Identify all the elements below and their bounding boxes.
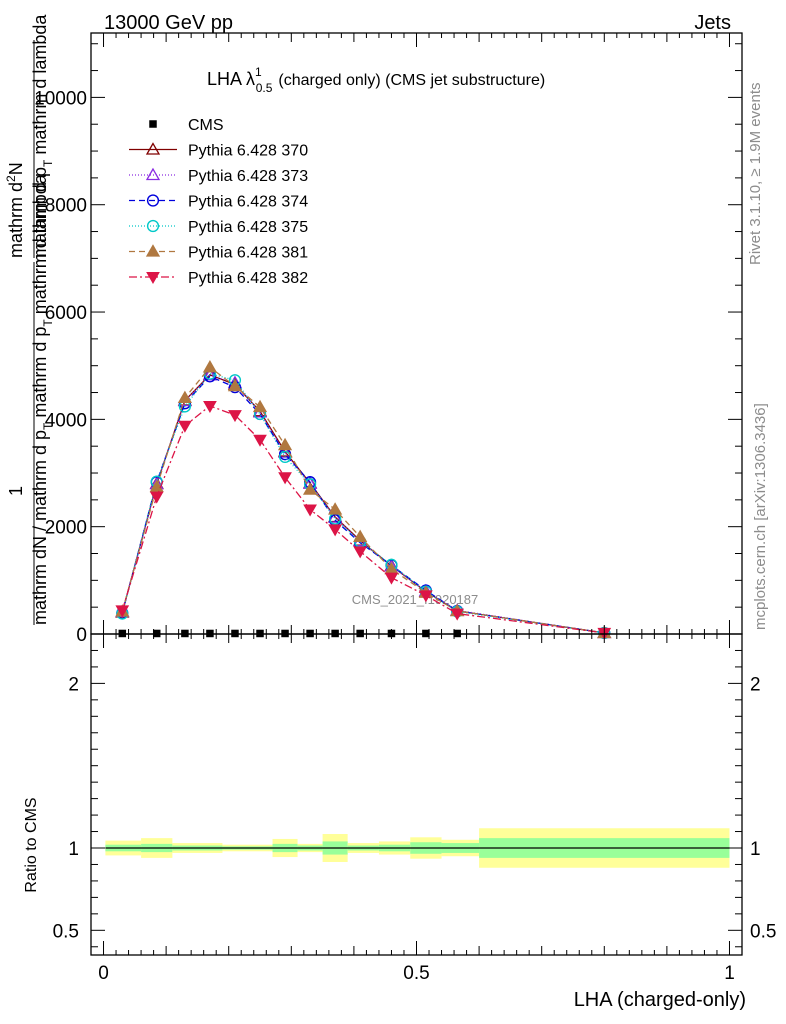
ylabel-md2n: mathrm d <box>6 182 26 258</box>
y-axis-title-numerator: mathrm d2N <box>4 162 26 258</box>
y-axis-title-one: 1 <box>6 486 26 496</box>
analysis-watermark: CMS_2021_I1920187 <box>352 592 479 607</box>
chart-title-rest: (charged only) (CMS jet substructure) <box>278 72 545 89</box>
ratio-bands <box>105 828 730 868</box>
axes: 0 2000 4000 6000 8000 10000 0 0.5 1 0.5 0.5 1 1 2 2 <box>34 32 776 984</box>
main-ytick-label-5: 10000 <box>34 88 87 109</box>
series-6-point-0 <box>115 605 130 618</box>
ylabel-sub-t3: T <box>41 319 55 327</box>
series-6-point-3 <box>203 400 217 413</box>
series-5-point-7 <box>302 482 318 495</box>
chart-title-sup: 1 <box>255 65 262 79</box>
ratio-y-axis-title: Ratio to CMS <box>23 797 40 892</box>
ratio-ytick-label-right-1: 1 <box>750 839 761 860</box>
ratio-ytick-label-left-0: 0.5 <box>53 921 79 942</box>
ylabel-n: N <box>6 162 26 175</box>
series-5-point-1 <box>149 479 164 493</box>
legend-label-0: CMS <box>188 117 224 134</box>
header-energy: 13000 GeV pp <box>104 12 233 34</box>
legend-marker-3 <box>146 194 160 207</box>
series-line-6 <box>121 405 605 634</box>
x-axis-title: LHA (charged-only) <box>574 989 746 1011</box>
ylabel-sup-2: 2 <box>4 175 18 182</box>
legend-label-5: Pythia 6.428 381 <box>188 245 308 262</box>
legend-marker-2 <box>145 167 161 181</box>
xtick-label-0: 0 <box>98 963 109 984</box>
series-5-point-4 <box>227 378 243 392</box>
y-axis-title: mathrm d2N mathrm d pT mathrm d lambda 1… <box>4 14 55 625</box>
chart-title: LHA λ1 0.5 (charged only) (CMS jet substru… <box>207 65 545 95</box>
series-5-point-6 <box>277 437 293 451</box>
legend: CMS Pythia 6.428 370 Pythia 6.428 373 Pythi… <box>129 117 308 287</box>
series-5-point-8 <box>328 502 343 515</box>
series-5-point-9 <box>353 529 368 543</box>
main-ytick-label-4: 8000 <box>45 196 87 217</box>
series-6-point-10 <box>384 572 399 585</box>
series-6-point-6 <box>278 472 292 485</box>
legend-label-3: Pythia 6.428 374 <box>188 194 308 211</box>
main-ytick-label-2: 4000 <box>45 410 87 431</box>
series-4-point-6 <box>278 450 292 464</box>
ratio-frame <box>90 633 743 956</box>
ylabel-mdpt2: mathrm d p <box>30 327 50 423</box>
legend-marker-5 <box>145 244 161 257</box>
rivet-label: Rivet 3.1.10, ≥ 1.9M events <box>747 83 764 266</box>
legend-marker-4 <box>146 219 160 233</box>
series-6-point-1 <box>149 491 164 504</box>
ylabel-sub-t1: T <box>41 159 55 167</box>
y-axis-title-denominator: mathrm d pT mathrm d lambda <box>30 14 55 258</box>
series-6-point-7 <box>303 504 317 517</box>
series-line-5 <box>121 366 605 634</box>
series-6-point-9 <box>353 546 368 559</box>
series-6-point-8 <box>328 524 342 537</box>
xtick-label-1: 0.5 <box>403 963 429 984</box>
legend-label-1: Pythia 6.428 370 <box>188 143 308 160</box>
ylabel-sub-t2: T <box>41 422 55 430</box>
series-6-point-11 <box>419 590 433 603</box>
y-axis-title-lower: mathrm dN / mathrm d pT mathrm d pT math… <box>30 173 55 625</box>
legend-label-4: Pythia 6.428 375 <box>188 219 308 236</box>
ylabel-mdpt: mathrm d p <box>30 167 50 258</box>
series-6-point-12 <box>450 608 465 621</box>
series-5-point-3 <box>202 359 218 373</box>
main-ytick-label-1: 2000 <box>45 518 87 539</box>
ylabel-mdlambda: mathrm d lambda <box>30 14 50 160</box>
header-category: Jets <box>694 12 731 34</box>
series-5-point-2 <box>177 390 193 404</box>
xtick-label-2: 1 <box>724 963 735 984</box>
ratio-ytick-label-right-2: 2 <box>750 674 761 695</box>
ratio-ytick-label-right-0: 0.5 <box>750 921 776 942</box>
main-ytick-label-0: 0 <box>76 625 87 646</box>
main-series <box>115 359 612 640</box>
series-6-point-5 <box>253 434 267 447</box>
legend-marker-0 <box>149 120 157 128</box>
legend-label-2: Pythia 6.428 373 <box>188 168 308 185</box>
legend-label-6: Pythia 6.428 382 <box>188 270 308 287</box>
ratio-ytick-label-left-2: 2 <box>68 674 79 695</box>
legend-marker-6 <box>146 272 160 285</box>
main-ytick-label-3: 6000 <box>45 303 87 324</box>
mcplots-label: mcplots.cern.ch [arXiv:1306.3436] <box>752 403 769 630</box>
chart-title-main: LHA λ <box>207 69 255 89</box>
ylabel-dn: mathrm dN / mathrm d p <box>30 430 50 625</box>
legend-marker-1 <box>145 142 161 155</box>
series-line-4 <box>121 372 605 634</box>
series-6-point-4 <box>228 410 242 423</box>
ylabel-mdl2: mathrm d lambda <box>30 173 50 319</box>
series-5-point-5 <box>252 399 268 413</box>
series-6-point-2 <box>178 420 192 433</box>
chart-title-sub: 0.5 <box>256 81 273 95</box>
ratio-ytick-label-left-1: 1 <box>68 839 79 860</box>
